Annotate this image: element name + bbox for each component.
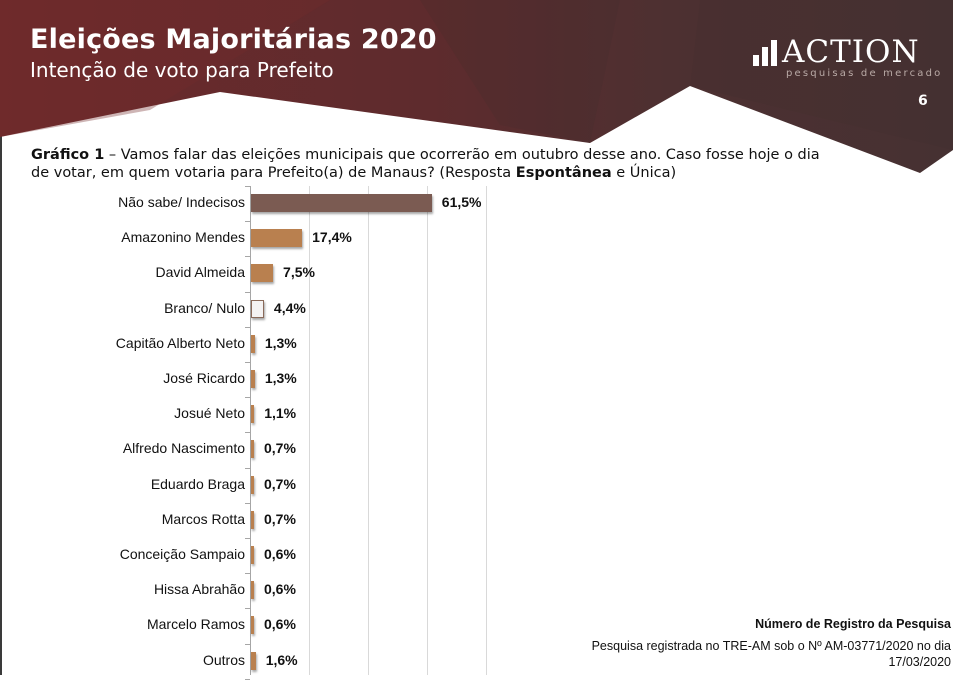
value-label: 0,7% (264, 511, 296, 527)
axis-tick (245, 538, 250, 539)
chart-row: José Ricardo 1,3% (0, 362, 560, 397)
gridline-60 (427, 186, 428, 675)
gridline-40 (368, 186, 369, 675)
category-label: Eduardo Braga (150, 476, 245, 492)
chart-question: Gráfico 1 – Vamos falar das eleições mun… (31, 146, 831, 182)
page-number: 6 (918, 93, 928, 109)
axis-tick (245, 468, 250, 469)
axis-tick (245, 362, 250, 363)
chart-row: Hissa Abrahão 0,6% (0, 573, 560, 608)
axis-tick (245, 608, 250, 609)
data-bar (251, 370, 255, 388)
category-label: Branco/ Nulo (164, 300, 245, 316)
value-label: 1,1% (264, 405, 297, 421)
chart-row: Marcos Rotta 0,7% (0, 503, 560, 538)
question-bold-spontaneous: Espontânea (515, 165, 612, 181)
axis-tick (245, 292, 250, 293)
page-title: Eleições Majoritárias 2020 (30, 24, 437, 55)
axis-tick (245, 573, 250, 574)
gridline-20 (309, 186, 310, 675)
category-label: Conceição Sampaio (119, 546, 245, 562)
chart-row: Josué Neto 1,1% (0, 397, 560, 432)
chart-row: Conceição Sampaio 0,6% (0, 538, 560, 573)
data-bar (251, 511, 254, 529)
bar-chart: Não sabe/ Indecisos 61,5% Amazonino Mendes… (0, 186, 560, 680)
chart-row: Capitão Alberto Neto 1,3% (0, 327, 560, 362)
axis-tick (245, 503, 250, 504)
value-label: 1,3% (264, 335, 297, 351)
category-label: Marcelo Ramos (146, 616, 245, 632)
page-subtitle: Intenção de voto para Prefeito (30, 58, 334, 82)
data-bar (251, 405, 255, 423)
category-label: Josué Neto (174, 405, 245, 421)
chart-label: Gráfico 1 (31, 147, 105, 163)
chart-row: Eduardo Braga 0,7% (0, 468, 560, 503)
chart-row: Não sabe/ Indecisos 61,5% (0, 186, 560, 221)
data-bar (251, 229, 303, 247)
value-label: 0,6% (264, 546, 296, 562)
axis-tick (245, 432, 250, 433)
gridline-80 (486, 186, 487, 675)
data-bar (251, 264, 274, 282)
category-label: Hissa Abrahão (153, 581, 245, 597)
registration-title: Número de Registro da Pesquisa (755, 617, 951, 631)
data-bar (251, 476, 254, 494)
y-axis (250, 186, 251, 675)
category-label: Outros (202, 652, 245, 668)
axis-tick (245, 327, 250, 328)
value-label: 7,5% (283, 264, 315, 280)
value-label: 0,7% (264, 476, 296, 492)
data-bar (251, 194, 432, 212)
value-label: 1,6% (265, 652, 298, 668)
data-bar (251, 546, 254, 564)
bar-chart-logo-icon (753, 40, 777, 66)
axis-tick (245, 221, 250, 222)
value-label: 1,3% (264, 370, 297, 386)
axis-tick (245, 644, 250, 645)
page-left-border (0, 0, 2, 675)
logo-tagline: pesquisas de mercado (786, 68, 943, 79)
registration-text: Pesquisa registrada no TRE-AM sob o Nº A… (591, 639, 951, 669)
axis-tick (245, 397, 250, 398)
category-label: Não sabe/ Indecisos (118, 194, 245, 210)
logo-wordmark: ACTION (782, 34, 920, 70)
chart-row: David Almeida 7,5% (0, 256, 560, 291)
data-bar (251, 616, 254, 634)
category-label: Capitão Alberto Neto (115, 335, 245, 351)
data-bar (251, 652, 256, 670)
data-bar (251, 581, 254, 599)
question-text-3: e Única) (611, 165, 677, 181)
data-bar (251, 440, 254, 458)
value-label: 61,5% (441, 194, 482, 210)
data-bar (251, 300, 264, 318)
chart-row: Branco/ Nulo 4,4% (0, 292, 560, 327)
value-label: 0,6% (264, 581, 296, 597)
value-label: 17,4% (312, 229, 352, 245)
chart-row: Marcelo Ramos 0,6% (0, 608, 560, 643)
category-label: José Ricardo (163, 370, 245, 386)
data-bar (251, 335, 255, 353)
chart-row: Amazonino Mendes 17,4% (0, 221, 560, 256)
axis-tick (245, 256, 250, 257)
question-text-1: – Vamos falar das eleições municipais qu… (31, 147, 820, 181)
value-label: 0,7% (264, 440, 296, 456)
header-banner (0, 0, 953, 173)
category-label: Amazonino Mendes (121, 229, 245, 245)
axis-tick (245, 186, 250, 187)
value-label: 4,4% (273, 300, 306, 316)
action-logo: ACTION pesquisas de mercado (752, 34, 940, 86)
category-label: Alfredo Nascimento (122, 440, 245, 456)
chart-row: Alfredo Nascimento 0,7% (0, 432, 560, 467)
value-label: 0,6% (264, 616, 296, 632)
category-label: Marcos Rotta (161, 511, 245, 527)
category-label: David Almeida (155, 264, 246, 280)
chart-row: Outros 1,6% (0, 644, 560, 679)
